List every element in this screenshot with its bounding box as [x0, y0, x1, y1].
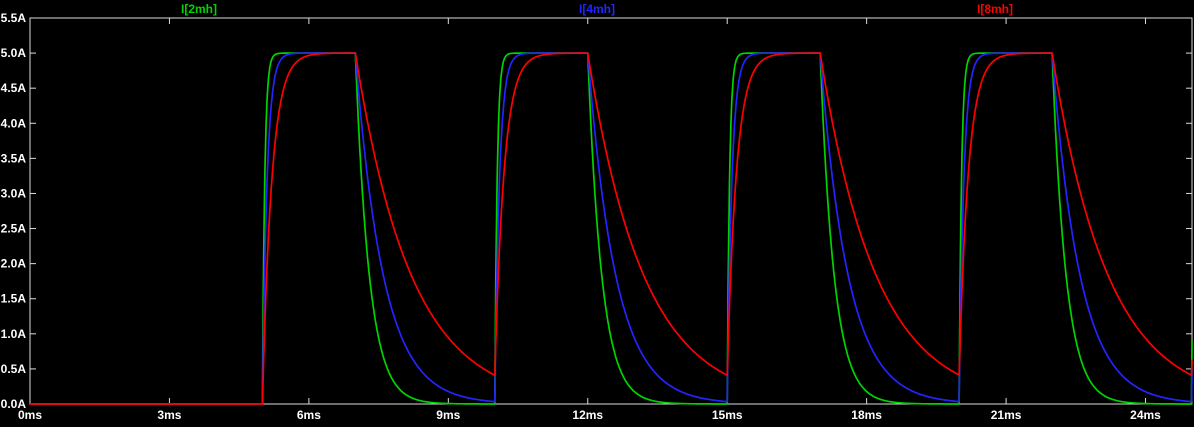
x-axis-tick-label: 21ms: [991, 408, 1022, 422]
y-axis-tick-label: 0.5A: [1, 362, 27, 376]
x-axis-tick-label: 3ms: [157, 408, 181, 422]
y-axis-tick-label: 5.0A: [1, 46, 27, 60]
x-axis-tick-label: 18ms: [851, 408, 882, 422]
x-axis-tick-label: 6ms: [297, 408, 321, 422]
y-axis-tick-label: 3.5A: [1, 151, 27, 165]
y-axis-tick-label: 3.0A: [1, 186, 27, 200]
y-axis-tick-label: 5.5A: [1, 11, 27, 25]
trace-i8mh: [29, 52, 1193, 405]
y-axis-tick-label: 4.0A: [1, 116, 27, 130]
y-axis-tick-label: 2.5A: [1, 222, 27, 236]
trace-i4mh: [29, 52, 1193, 405]
trace-i2mh: [29, 52, 1193, 405]
y-axis-tick-label: 0.0A: [1, 397, 27, 411]
x-axis-tick-label: 0ms: [18, 408, 42, 422]
y-axis-tick-label: 2.0A: [1, 257, 27, 271]
x-axis-tick-label: 15ms: [712, 408, 743, 422]
trace-name-i4mh[interactable]: I[4mh]: [579, 2, 615, 16]
plot-frame: [29, 17, 1193, 405]
x-axis-tick-label: 12ms: [572, 408, 603, 422]
trace-name-i2mh[interactable]: I[2mh]: [181, 2, 217, 16]
trace-name-i8mh[interactable]: I[8mh]: [977, 2, 1013, 16]
x-axis-tick-label: 24ms: [1130, 408, 1161, 422]
y-axis-tick-label: 1.0A: [1, 327, 27, 341]
y-axis-tick-label: 1.5A: [1, 292, 27, 306]
x-axis-tick-label: 9ms: [436, 408, 460, 422]
y-axis-tick-label: 4.5A: [1, 81, 27, 95]
